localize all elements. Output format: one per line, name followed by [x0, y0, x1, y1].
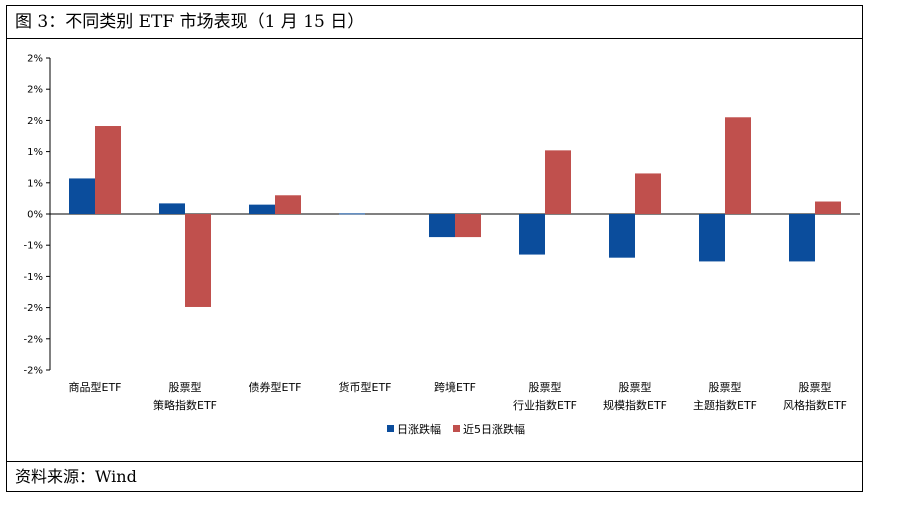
bar-daily: [699, 214, 725, 262]
x-category-label: 股票型: [709, 380, 742, 394]
x-category-label: 货币型ETF: [339, 380, 392, 394]
bar-daily: [789, 214, 815, 262]
y-tick-label: -1%: [24, 272, 43, 283]
bar-five-day: [95, 126, 121, 214]
legend-label: 近5日涨跌幅: [463, 422, 525, 436]
bar-daily: [69, 178, 95, 214]
bar-five-day: [725, 117, 751, 214]
bar-five-day: [635, 173, 661, 214]
bar-five-day: [455, 214, 481, 238]
y-tick-label: -1%: [24, 241, 43, 252]
y-tick-label: -2%: [24, 334, 43, 345]
x-category-label: 股票型: [799, 380, 832, 394]
x-category-label: 风格指数ETF: [783, 398, 847, 412]
y-tick-label: 2%: [27, 116, 43, 127]
bars: [69, 117, 841, 307]
y-tick-label: -2%: [24, 303, 43, 314]
figure-frame: 图 3：不同类别 ETF 市场表现（1 月 15 日） 资料来源：Wind: [6, 5, 863, 492]
x-category-label: 规模指数ETF: [603, 398, 667, 412]
y-tick-label: 2%: [27, 85, 43, 96]
source-note: 资料来源：Wind: [7, 461, 862, 491]
y-tick-label: 2%: [27, 54, 43, 65]
bar-daily: [519, 214, 545, 255]
bar-five-day: [275, 195, 301, 214]
y-tick-label: -2%: [24, 366, 43, 377]
bar-five-day: [815, 201, 841, 214]
bar-daily: [609, 214, 635, 258]
bar-daily: [249, 204, 275, 214]
legend: 日涨跌幅 近5日涨跌幅: [387, 422, 525, 436]
x-category-label: 股票型: [529, 380, 562, 394]
y-tick-label: 1%: [27, 147, 43, 158]
figure-title: 图 3：不同类别 ETF 市场表现（1 月 15 日）: [7, 6, 862, 39]
bar-daily: [159, 203, 185, 214]
y-tick-label: 1%: [27, 178, 43, 189]
bar-daily: [339, 213, 365, 215]
x-category-label: 主题指数ETF: [693, 398, 757, 412]
legend-swatch: [453, 425, 460, 432]
x-category-label: 行业指数ETF: [513, 398, 577, 412]
x-category-label: 商品型ETF: [69, 380, 122, 394]
y-tick-label: 0%: [27, 210, 43, 221]
x-category-label: 跨境ETF: [434, 380, 476, 394]
x-category-label: 股票型: [619, 380, 652, 394]
bar-daily: [429, 214, 455, 238]
bar-five-day: [545, 150, 571, 214]
legend-swatch: [387, 425, 394, 432]
x-category-label: 策略指数ETF: [153, 398, 217, 412]
x-category-label: 股票型: [169, 380, 202, 394]
bar-five-day: [185, 214, 211, 307]
x-category-label: 债券型ETF: [249, 380, 302, 394]
legend-label: 日涨跌幅: [397, 422, 441, 436]
